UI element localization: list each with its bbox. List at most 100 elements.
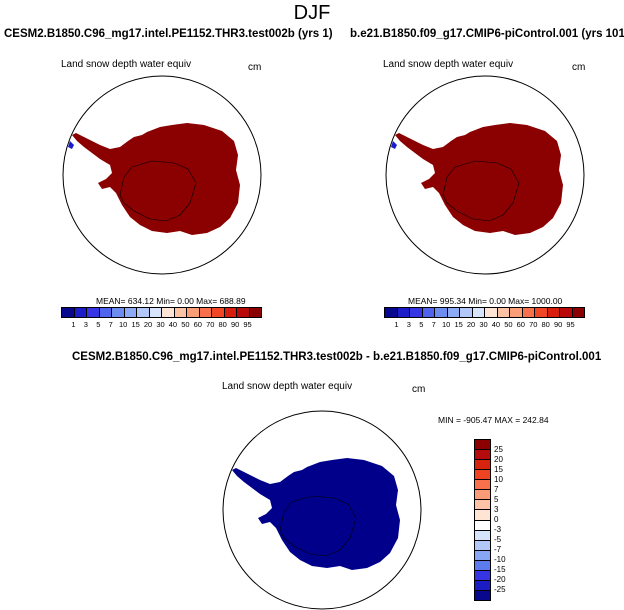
panel-2-colorbar-label: 70 [529, 320, 538, 329]
panel-1-colorbar-label: 40 [168, 320, 178, 329]
panel-2-colorbar-swatch [422, 308, 435, 317]
panel-1-case-title: CESM2.B1850.C96_mg17.intel.PE1152.THR3.t… [4, 28, 333, 40]
diff-colorbar-swatch [475, 510, 490, 521]
diff-colorbar-label: 0 [494, 515, 499, 524]
panel-2-colorbar-label: 10 [442, 320, 451, 329]
diff-case-title: CESM2.B1850.C96_mg17.intel.PE1152.THR3.t… [72, 351, 602, 363]
panel-2-colorbar-swatch [385, 308, 398, 317]
panel-1-colorbar-label: 1 [71, 320, 76, 329]
panel-2-coastline [442, 160, 520, 222]
panel-1-colorbar-label: 10 [119, 320, 128, 329]
diff-colorbar-label-spacer [494, 594, 506, 599]
diff-colorbar-swatch [475, 450, 490, 461]
diff-colorbar-swatch [475, 580, 490, 591]
diff-colorbar-label: -20 [494, 575, 506, 584]
diff-colorbar-swatch [475, 480, 490, 491]
panel-2-colorbar-swatch [535, 308, 548, 317]
diff-colorbar-label: 25 [494, 445, 503, 454]
panel-2-colorbar-label: 30 [479, 320, 488, 329]
panel-1-outlier-cells [68, 141, 74, 149]
panel-2-variable-label: Land snow depth water equiv [383, 59, 514, 70]
diff-colorbar-labels: 25 20 15 10 7 5 3 0 -3 -5 -7 -10 -15 -20 -25 [494, 439, 506, 599]
diff-colorbar [474, 439, 491, 601]
panel-1-coastline [119, 160, 197, 222]
panel-2-colorbar-label: 60 [516, 320, 525, 329]
diff-colorbar-swatch [475, 590, 490, 600]
panel-2-colorbar-label: 1 [394, 320, 399, 329]
panel-2-colorbar [384, 307, 585, 318]
panel-2-colorbar-label: 40 [491, 320, 501, 329]
diff-colorbar-label: -10 [494, 555, 506, 564]
panel-2-colorbar-swatch [447, 308, 460, 317]
panel-2-colorbar-label: 15 [454, 320, 463, 329]
panel-1-colorbar-label: 80 [218, 320, 227, 329]
diff-colorbar-label: -7 [494, 545, 502, 554]
panel-1-colorbar-swatch [62, 308, 75, 317]
panel-1-colorbar-label: 30 [156, 320, 165, 329]
diff-colorbar-swatch [475, 570, 490, 581]
panel-1-colorbar-label: 50 [181, 320, 190, 329]
panel-1-antarctica-field [72, 123, 240, 235]
panel-1-colorbar-swatch [162, 308, 175, 317]
panel-2-colorbar-swatch [435, 308, 448, 317]
panel-1-colorbar-label-spacer [254, 320, 260, 329]
panel-1-colorbar-label: 95 [243, 320, 252, 329]
diff-coastline [279, 495, 357, 557]
panel-1-colorbar-swatch [237, 308, 250, 317]
panel-1-colorbar-swatch [174, 308, 187, 317]
diff-colorbar-label: -25 [494, 585, 506, 594]
panel-2-colorbar-label-spacer [577, 320, 583, 329]
panel-1-colorbar-label: 15 [131, 320, 140, 329]
panel-2-colorbar-label: 95 [566, 320, 575, 329]
panel-1-colorbar-swatch [99, 308, 112, 317]
panel-2-units: cm [572, 62, 586, 73]
panel-2-stats: MEAN= 995.34 Min= 0.00 Max= 1000.00 [408, 296, 563, 306]
panel-2-colorbar-swatch [472, 308, 485, 317]
panel-1-colorbar-label: 60 [193, 320, 202, 329]
panel-1-colorbar-label: 3 [83, 320, 88, 329]
diff-colorbar-swatch [475, 520, 490, 531]
diff-colorbar-swatch [475, 470, 490, 481]
panel-1-variable-label: Land snow depth water equiv [61, 59, 192, 70]
diff-colorbar-swatch [475, 490, 490, 501]
panel-1-colorbar-swatch [224, 308, 237, 317]
panel-1-colorbar-swatch [137, 308, 150, 317]
panel-2-colorbar-label: 3 [406, 320, 411, 329]
panel-2-colorbar-swatch [510, 308, 523, 317]
diff-colorbar-label: -15 [494, 565, 506, 574]
panel-1-colorbar-labels: 1 3 5 7 10 15 20 30 40 50 60 70 80 90 95 [61, 320, 260, 329]
diff-stats: MIN = -905.47 MAX = 242.84 [438, 415, 549, 425]
panel-1-colorbar-label: 20 [143, 320, 153, 329]
panel-1-colorbar-swatch [124, 308, 137, 317]
diff-colorbar-swatch [475, 500, 490, 511]
panel-1-colorbar-swatch [149, 308, 162, 317]
panel-1-colorbar-label: 90 [230, 320, 240, 329]
diff-variable-label: Land snow depth water equiv [222, 381, 353, 392]
panel-2-outlier-cells [391, 141, 397, 149]
diff-colorbar-swatch [475, 560, 490, 571]
panel-1-colorbar-swatch [249, 308, 261, 317]
panel-2-colorbar-label: 50 [504, 320, 513, 329]
panel-2-colorbar-label: 90 [553, 320, 563, 329]
diff-colorbar-label: 20 [494, 455, 503, 464]
panel-2-colorbar-swatch [397, 308, 410, 317]
diff-colorbar-label: -5 [494, 535, 502, 544]
diff-units: cm [412, 384, 426, 395]
panel-1-colorbar-label: 5 [96, 320, 101, 329]
panel-1-colorbar-label: 70 [206, 320, 215, 329]
panel-1-colorbar-swatch [187, 308, 200, 317]
panel-2-colorbar-label: 7 [431, 320, 436, 329]
panel-2-colorbar-swatch [572, 308, 584, 317]
panel-1-colorbar [61, 307, 262, 318]
panel-2-colorbar-labels: 1 3 5 7 10 15 20 30 40 50 60 70 80 90 95 [384, 320, 583, 329]
panel-2-colorbar-swatch [547, 308, 560, 317]
panel-1-units: cm [248, 62, 262, 73]
diff-colorbar-label: 5 [494, 495, 499, 504]
diff-colorbar-swatch [475, 440, 490, 451]
diff-colorbar-swatch [475, 460, 490, 471]
panel-2-colorbar-label: 20 [466, 320, 476, 329]
diff-colorbar-label: 3 [494, 505, 499, 514]
panel-2-colorbar-swatch [560, 308, 573, 317]
panel-2-colorbar-label: 5 [419, 320, 424, 329]
diff-colorbar-swatch [475, 550, 490, 561]
